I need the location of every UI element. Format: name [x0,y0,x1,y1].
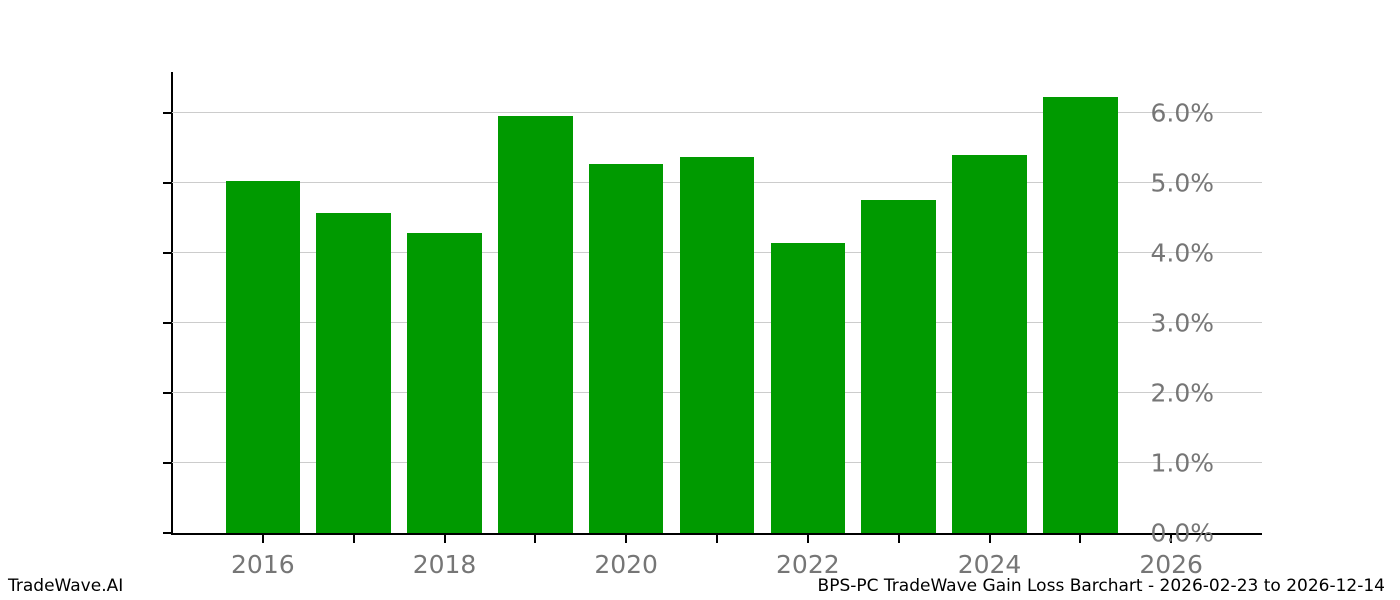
y-tick-5.0% [163,181,171,184]
bar-2020 [588,163,664,533]
y-tick-label-3.0%: 3.0% [1150,308,1214,338]
x-tick-2017 [352,535,355,543]
x-axis-spine [171,533,1262,535]
y-tick-2.0% [163,391,171,394]
x-tick-2023 [897,535,900,543]
bar-2025 [1043,96,1118,533]
y-tick-label-1.0%: 1.0% [1150,448,1214,478]
y-tick-label-5.0%: 5.0% [1150,168,1214,198]
x-tick-label-2020: 2020 [594,550,658,579]
y-tick-6.0% [163,111,171,114]
x-tick-2018 [443,535,446,543]
footer-brand: TradeWave.AI [8,576,124,596]
x-tick-2026 [1170,535,1173,543]
bar-2021 [679,156,755,533]
x-tick-label-2024: 2024 [957,550,1022,579]
x-tick-label-2018: 2018 [412,550,477,579]
y-tick-label-0.0%: 0.0% [1150,518,1214,548]
chart-title: BPS-PC TradeWave Gain Loss Barchart - 20… [817,576,1385,596]
y-tick-4.0% [163,251,171,254]
x-tick-label-2016: 2016 [231,550,295,579]
y-axis-spine [171,72,173,533]
x-tick-2021 [716,535,718,543]
x-tick-2025 [1079,535,1082,543]
bar-2016 [225,180,301,533]
bar-2019 [498,116,573,533]
x-tick-2019 [534,535,537,543]
x-tick-label-2022: 2022 [776,550,840,579]
x-tick-2024 [988,535,991,543]
x-tick-2016 [261,535,264,543]
y-tick-1.0% [163,461,171,464]
y-tick-label-2.0%: 2.0% [1150,378,1214,408]
x-tick-2022 [806,535,809,543]
y-tick-label-6.0%: 6.0% [1150,98,1214,128]
x-tick-2020 [625,535,628,543]
gridline-6.0% [172,112,1262,114]
bar-2018 [407,233,482,533]
bar-2022 [770,242,846,533]
x-tick-label-2026: 2026 [1139,550,1203,579]
y-tick-0.0% [163,532,171,534]
bar-2017 [316,212,391,533]
y-tick-3.0% [163,321,171,324]
y-tick-label-4.0%: 4.0% [1150,238,1214,268]
bar-2023 [861,200,936,533]
bar-2024 [952,154,1027,533]
plot-area: 2016 2018 2020 2022 2024 2026 [163,72,1262,579]
